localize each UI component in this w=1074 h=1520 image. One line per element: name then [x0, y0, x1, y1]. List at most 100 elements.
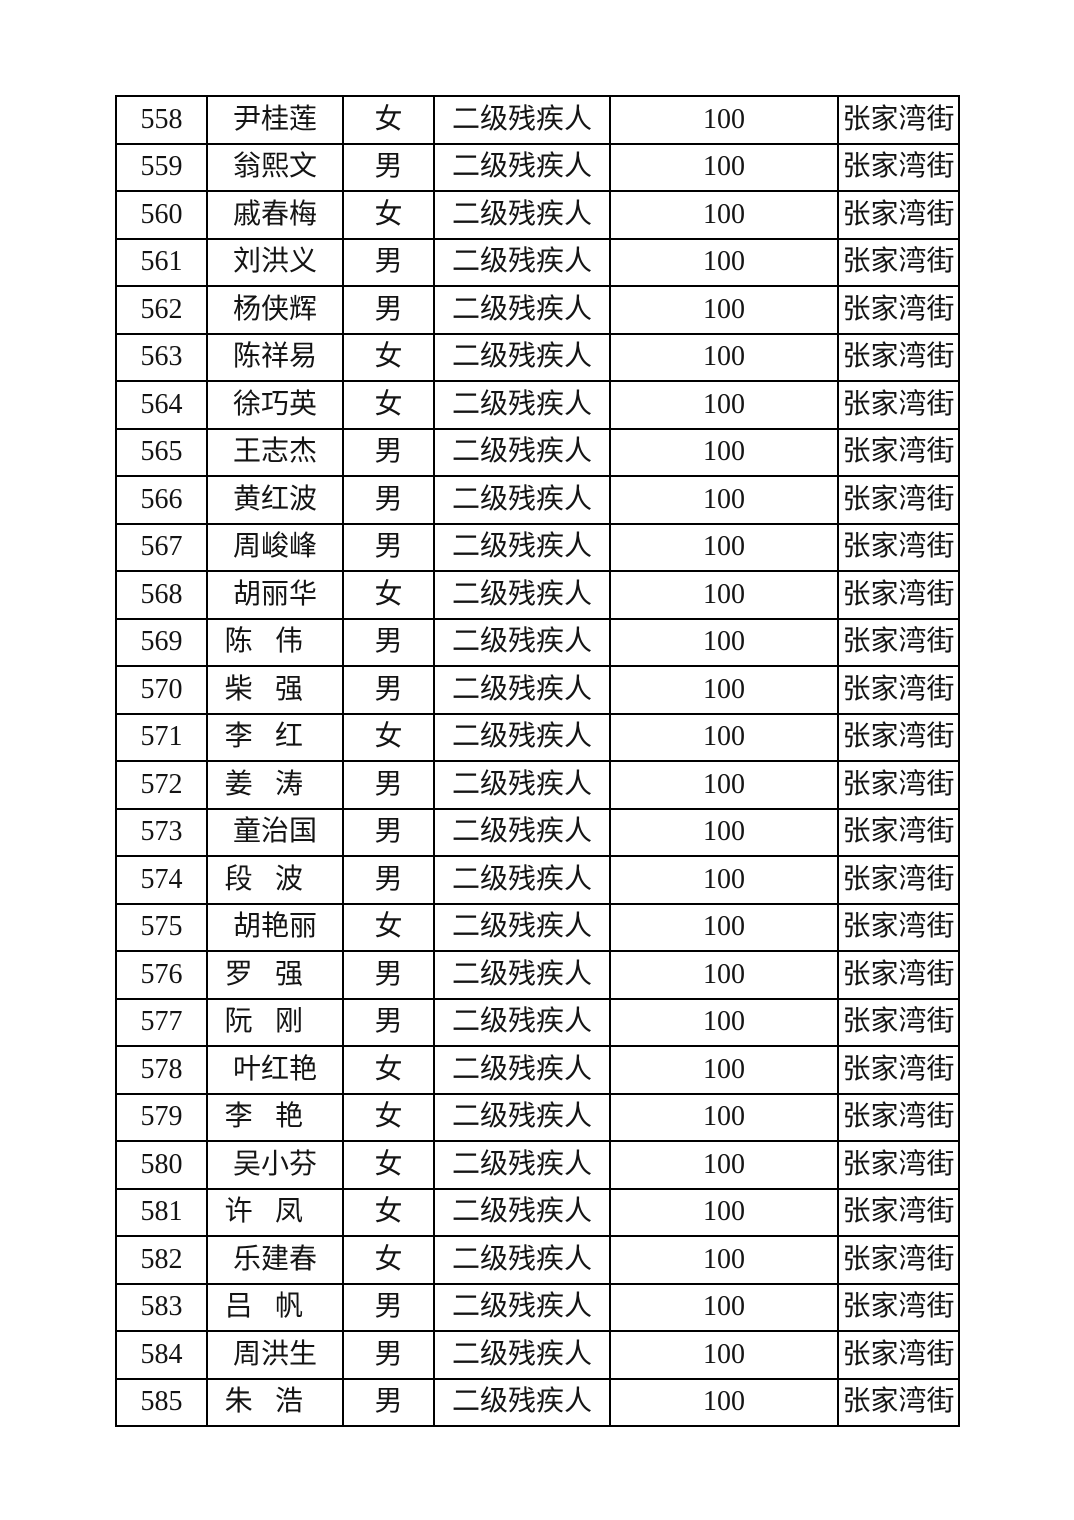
cell-amount: 100: [609, 142, 839, 192]
table-row: 569 陈伟男二级残疾人 100 张家湾街: [115, 617, 960, 667]
cell-name: 王志杰: [206, 427, 344, 477]
cell-name: 李艳: [206, 1092, 344, 1142]
cell-street: 张家湾街: [837, 1282, 960, 1332]
cell-amount: 100: [609, 570, 839, 620]
cell-serial: 566: [115, 475, 208, 525]
cell-gender: 女: [342, 712, 435, 762]
cell-serial: 558: [115, 95, 208, 145]
cell-serial: 580: [115, 1140, 208, 1190]
cell-amount: 100: [609, 332, 839, 382]
cell-name: 徐巧英: [206, 380, 344, 430]
cell-serial: 575: [115, 902, 208, 952]
cell-serial: 559: [115, 142, 208, 192]
cell-serial: 565: [115, 427, 208, 477]
cell-serial: 568: [115, 570, 208, 620]
table-row: 573 童治国男二级残疾人 100 张家湾街: [115, 807, 960, 857]
cell-gender: 男: [342, 1330, 435, 1380]
table-row: 583 吕帆男二级残疾人 100 张家湾街: [115, 1282, 960, 1332]
cell-name: 戚春梅: [206, 190, 344, 240]
table-row: 565 王志杰男二级残疾人 100 张家湾街: [115, 427, 960, 477]
cell-name: 陈伟: [206, 617, 344, 667]
cell-name: 翁熙文: [206, 142, 344, 192]
cell-serial: 584: [115, 1330, 208, 1380]
table-row: 581 许凤女二级残疾人 100 张家湾街: [115, 1187, 960, 1237]
cell-category: 二级残疾人: [433, 237, 611, 287]
cell-gender: 女: [342, 902, 435, 952]
table-row: 582 乐建春女二级残疾人 100 张家湾街: [115, 1235, 960, 1285]
cell-gender: 男: [342, 475, 435, 525]
cell-street: 张家湾街: [837, 665, 960, 715]
cell-category: 二级残疾人: [433, 997, 611, 1047]
cell-gender: 女: [342, 1140, 435, 1190]
cell-gender: 男: [342, 1377, 435, 1427]
table-row: 577 阮刚男二级残疾人 100 张家湾街: [115, 997, 960, 1047]
cell-category: 二级残疾人: [433, 760, 611, 810]
cell-serial: 562: [115, 285, 208, 335]
cell-street: 张家湾街: [837, 902, 960, 952]
cell-amount: 100: [609, 1092, 839, 1142]
cell-gender: 女: [342, 332, 435, 382]
cell-name: 周洪生: [206, 1330, 344, 1380]
cell-street: 张家湾街: [837, 760, 960, 810]
cell-street: 张家湾街: [837, 1140, 960, 1190]
cell-street: 张家湾街: [837, 95, 960, 145]
cell-street: 张家湾街: [837, 1377, 960, 1427]
cell-amount: 100: [609, 1377, 839, 1427]
cell-name: 罗强: [206, 950, 344, 1000]
cell-category: 二级残疾人: [433, 665, 611, 715]
cell-name: 吴小芬: [206, 1140, 344, 1190]
cell-street: 张家湾街: [837, 190, 960, 240]
cell-serial: 579: [115, 1092, 208, 1142]
table-row: 560 戚春梅女二级残疾人 100 张家湾街: [115, 190, 960, 240]
table-body: 558 尹桂莲女二级残疾人 100 张家湾街 559 翁熙文男二级残疾人 100 张家湾街 56…: [115, 95, 960, 1427]
cell-street: 张家湾街: [837, 332, 960, 382]
cell-amount: 100: [609, 712, 839, 762]
cell-gender: 男: [342, 665, 435, 715]
cell-category: 二级残疾人: [433, 380, 611, 430]
table-row: 575 胡艳丽女二级残疾人 100 张家湾街: [115, 902, 960, 952]
cell-street: 张家湾街: [837, 237, 960, 287]
cell-name: 陈祥易: [206, 332, 344, 382]
cell-amount: 100: [609, 997, 839, 1047]
cell-gender: 男: [342, 142, 435, 192]
cell-amount: 100: [609, 1187, 839, 1237]
cell-street: 张家湾街: [837, 427, 960, 477]
cell-gender: 女: [342, 1187, 435, 1237]
cell-amount: 100: [609, 665, 839, 715]
cell-name: 李红: [206, 712, 344, 762]
cell-category: 二级残疾人: [433, 1235, 611, 1285]
cell-gender: 男: [342, 285, 435, 335]
cell-category: 二级残疾人: [433, 427, 611, 477]
cell-name: 胡艳丽: [206, 902, 344, 952]
cell-street: 张家湾街: [837, 1330, 960, 1380]
cell-category: 二级残疾人: [433, 1282, 611, 1332]
table-row: 585 朱浩男二级残疾人 100 张家湾街: [115, 1377, 960, 1427]
cell-name: 尹桂莲: [206, 95, 344, 145]
cell-name: 周峻峰: [206, 522, 344, 572]
cell-category: 二级残疾人: [433, 522, 611, 572]
cell-name: 刘洪义: [206, 237, 344, 287]
table-row: 566 黄红波男二级残疾人 100 张家湾街: [115, 475, 960, 525]
table-row: 579 李艳女二级残疾人 100 张家湾街: [115, 1092, 960, 1142]
cell-gender: 女: [342, 570, 435, 620]
cell-category: 二级残疾人: [433, 570, 611, 620]
cell-amount: 100: [609, 1045, 839, 1095]
cell-serial: 572: [115, 760, 208, 810]
cell-name: 姜涛: [206, 760, 344, 810]
cell-street: 张家湾街: [837, 1092, 960, 1142]
cell-category: 二级残疾人: [433, 1140, 611, 1190]
cell-serial: 564: [115, 380, 208, 430]
cell-name: 叶红艳: [206, 1045, 344, 1095]
cell-name: 许凤: [206, 1187, 344, 1237]
cell-serial: 571: [115, 712, 208, 762]
cell-serial: 578: [115, 1045, 208, 1095]
cell-category: 二级残疾人: [433, 95, 611, 145]
cell-amount: 100: [609, 807, 839, 857]
cell-gender: 男: [342, 237, 435, 287]
table-row: 580 吴小芬女二级残疾人 100 张家湾街: [115, 1140, 960, 1190]
cell-amount: 100: [609, 427, 839, 477]
cell-amount: 100: [609, 855, 839, 905]
cell-gender: 男: [342, 950, 435, 1000]
cell-street: 张家湾街: [837, 570, 960, 620]
